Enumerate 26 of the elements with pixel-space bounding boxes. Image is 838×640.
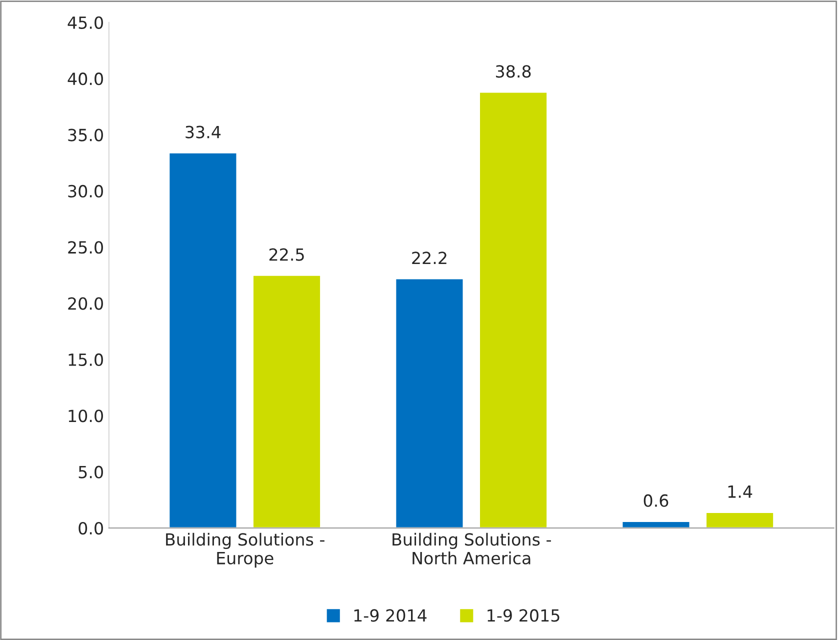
legend-label: 1-9 2015 (488, 609, 560, 622)
y-tick-label: 5.0 (78, 466, 103, 478)
data-label: 0.6 (644, 494, 668, 507)
bar (478, 91, 548, 528)
y-tick-label: 45.0 (68, 16, 103, 29)
data-label: 22.2 (412, 252, 446, 264)
y-tick-label: 0.0 (78, 522, 103, 535)
y-tick-label: 35.0 (68, 128, 103, 142)
bar (621, 520, 691, 528)
x-tick-label: Building Solutions - North America (392, 532, 551, 564)
data-label: 22.5 (269, 248, 304, 261)
x-tick-label: Building Solutions - Europe (166, 532, 324, 568)
y-tick-label: 30.0 (68, 184, 103, 198)
data-label: 1.4 (728, 486, 752, 498)
bar (252, 274, 322, 528)
bar (394, 278, 464, 528)
bar (168, 152, 238, 528)
bar (705, 512, 774, 528)
legend-label: 1-9 2014 (354, 609, 427, 622)
data-label: 38.8 (496, 65, 531, 78)
data-label: 33.4 (186, 126, 221, 138)
y-tick-label: 20.0 (68, 297, 103, 310)
y-tick-label: 15.0 (68, 353, 103, 366)
y-tick-label: 25.0 (68, 241, 103, 254)
y-tick-label: 10.0 (68, 410, 103, 422)
y-tick-label: 40.0 (68, 72, 103, 86)
